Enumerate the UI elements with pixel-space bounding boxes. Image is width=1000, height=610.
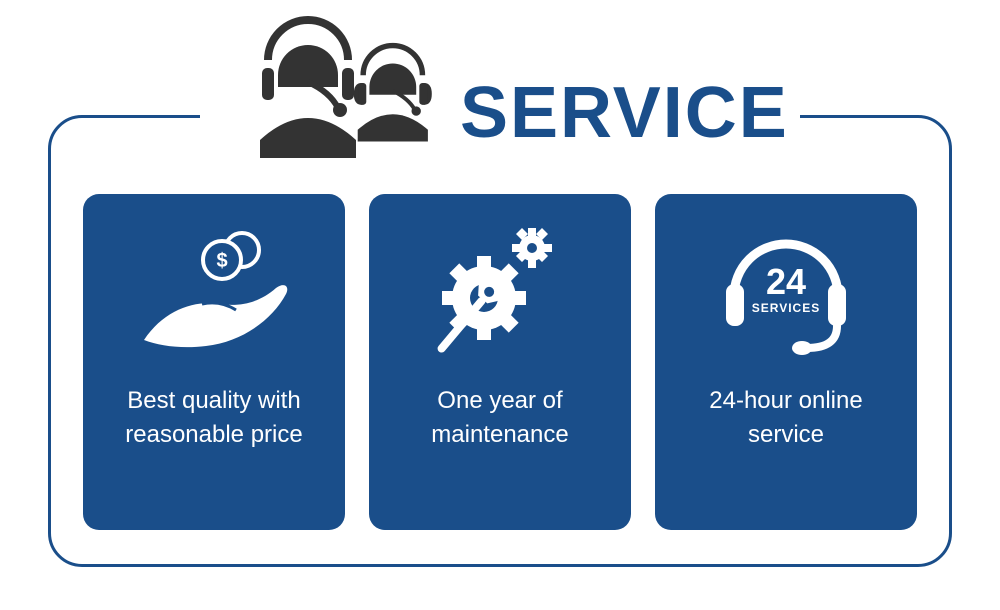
svg-text:$: $ <box>216 250 227 272</box>
cards-row: $ Best quality with reasonable price <box>83 194 917 530</box>
card-label: Best quality with reasonable price <box>103 384 325 451</box>
support-agents-icon <box>238 14 438 164</box>
card-24hour-service: 24 SERVICES 24-hour online service <box>655 194 917 530</box>
gears-wrench-icon <box>420 222 580 362</box>
card-label: 24-hour online service <box>675 384 897 451</box>
card-quality-price: $ Best quality with reasonable price <box>83 194 345 530</box>
badge-text: SERVICES <box>752 301 820 315</box>
hand-coins-icon: $ <box>134 222 294 362</box>
card-label: One year of maintenance <box>389 384 611 451</box>
card-maintenance: One year of maintenance <box>369 194 631 530</box>
service-title: SERVICE <box>460 72 789 154</box>
headset-24-icon: 24 SERVICES <box>706 222 866 362</box>
badge-number: 24 <box>766 261 806 302</box>
